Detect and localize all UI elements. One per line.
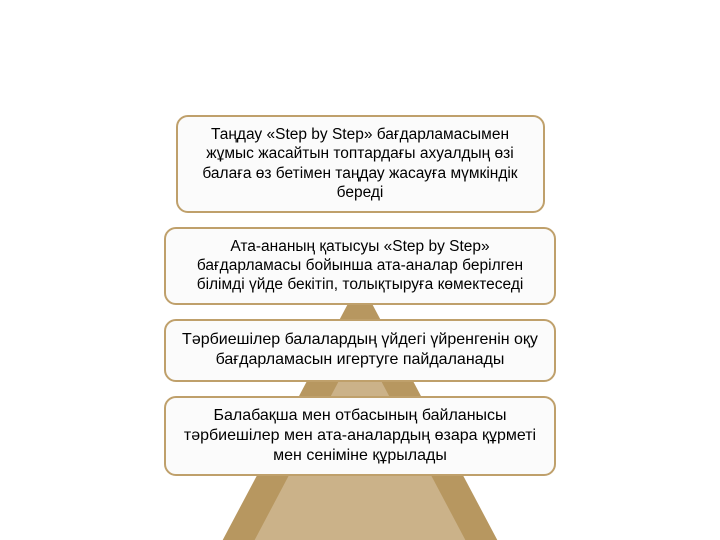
pyramid-box-text: Балабақша мен отбасының байланысы тәрбие… xyxy=(180,406,540,466)
pyramid-box-4: Балабақша мен отбасының байланысы тәрбие… xyxy=(164,396,556,476)
pyramid-box-1: Таңдау «Step by Step» бағдарламасымен жұ… xyxy=(176,115,545,213)
pyramid-box-text: Ата-ананың қатысуы «Step by Step» бағдар… xyxy=(180,237,540,295)
pyramid-diagram: Таңдау «Step by Step» бағдарламасымен жұ… xyxy=(0,0,720,540)
pyramid-box-3: Тәрбиешілер балалардың үйдегі үйренгенін… xyxy=(164,319,556,382)
pyramid-box-2: Ата-ананың қатысуы «Step by Step» бағдар… xyxy=(164,227,556,305)
pyramid-box-text: Тәрбиешілер балалардың үйдегі үйренгенін… xyxy=(180,330,540,370)
pyramid-box-text: Таңдау «Step by Step» бағдарламасымен жұ… xyxy=(192,125,529,203)
pyramid-boxes: Таңдау «Step by Step» бағдарламасымен жұ… xyxy=(164,115,556,476)
